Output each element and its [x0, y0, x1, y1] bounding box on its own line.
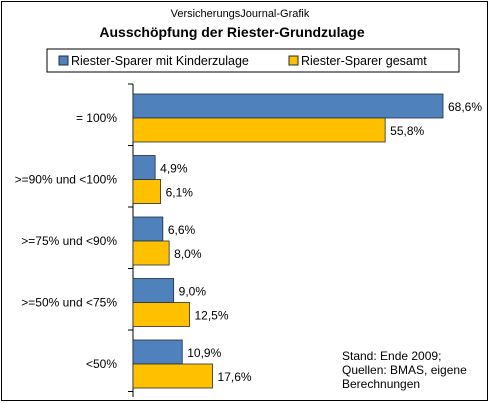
bar-gesamt	[132, 240, 170, 266]
bar-kinderzulage	[132, 216, 164, 242]
bar-kinderzulage	[132, 339, 183, 365]
value-label-gesamt: 6,1%	[166, 186, 194, 200]
category-label: >=90% und <100%	[15, 173, 118, 187]
bar-kinderzulage	[132, 278, 175, 303]
legend-box	[46, 48, 460, 73]
source-label: VersicherungsJournal-Grafik	[171, 8, 310, 20]
legend-swatch-kinderzulage	[58, 55, 69, 66]
legend: Riester-Sparer mit Kinderzulage Riester-…	[46, 48, 460, 73]
value-label-kinderzulage: 10,9%	[187, 346, 221, 360]
legend-swatch-gesamt	[288, 55, 299, 66]
value-label-kinderzulage: 4,9%	[160, 162, 188, 176]
bar-kinderzulage	[132, 93, 444, 119]
value-label-gesamt: 17,6%	[218, 370, 252, 384]
note-line-1: Stand: Ende 2009;	[342, 349, 441, 363]
legend-label-kinderzulage: Riester-Sparer mit Kinderzulage	[71, 54, 249, 68]
category-label: >=75% und <90%	[21, 234, 117, 248]
bar-gesamt	[132, 363, 213, 389]
note-line-2: Quellen: BMAS, eigene	[342, 363, 467, 377]
value-label-kinderzulage: 6,6%	[168, 223, 196, 237]
value-label-gesamt: 55,8%	[390, 124, 424, 138]
note-line-3: Berechnungen	[342, 377, 420, 391]
chart-title: Ausschöpfung der Riester-Grundzulage	[99, 24, 364, 40]
bar-gesamt	[132, 302, 190, 327]
value-label-gesamt: 12,5%	[194, 309, 228, 323]
bar-gesamt	[132, 179, 161, 204]
bar-gesamt	[132, 117, 386, 143]
source-note: Stand: Ende 2009; Quellen: BMAS, eigene …	[342, 349, 467, 391]
plot-area: = 100% 68,6% 55,8% >=90% und <100% 4,9% 6,1% >…	[15, 83, 482, 397]
category-label: >=50% und <75%	[21, 296, 117, 310]
value-label-kinderzulage: 9,0%	[179, 285, 207, 299]
value-label-gesamt: 8,0%	[174, 247, 202, 261]
bar-kinderzulage	[132, 155, 156, 180]
legend-label-gesamt: Riester-Sparer gesamt	[301, 54, 427, 68]
category-label: = 100%	[76, 111, 117, 125]
category-label: <50%	[86, 357, 117, 371]
value-label-kinderzulage: 68,6%	[448, 100, 482, 114]
